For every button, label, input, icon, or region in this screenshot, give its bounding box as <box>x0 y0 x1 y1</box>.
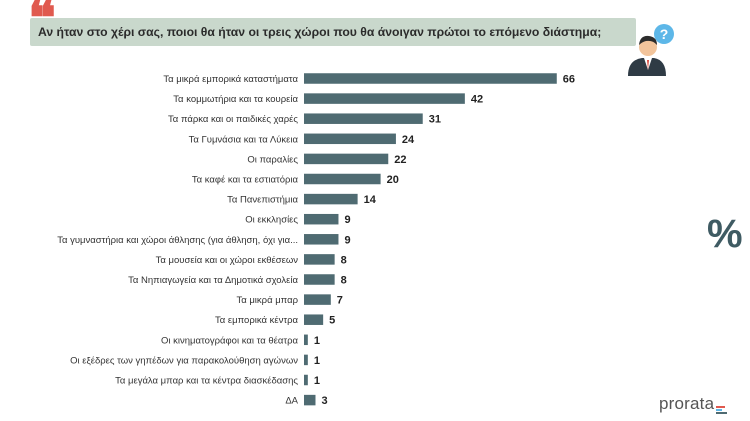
logo-text: prorata <box>659 394 715 413</box>
bar <box>304 193 358 205</box>
category-label: Τα μουσεία και οι χώροι εκθέσεων <box>156 255 299 266</box>
data-label: 5 <box>329 315 335 327</box>
bar <box>304 173 381 185</box>
category-label: Τα μικρά εμπορικά καταστήματα <box>163 74 298 85</box>
person-question-icon: ? <box>628 24 674 76</box>
logo-mark-icon <box>716 400 728 414</box>
data-label: 14 <box>364 194 377 206</box>
bar <box>304 334 308 346</box>
bar <box>304 374 308 386</box>
bar <box>304 113 423 124</box>
bar <box>304 93 465 104</box>
data-label: 22 <box>394 154 406 166</box>
category-label: Τα Πανεπιστήμια <box>227 195 298 206</box>
prorata-logo: prorata <box>659 394 728 414</box>
question-banner: Αν ήταν στο χέρι σας, ποιοι θα ήταν οι τ… <box>30 18 636 46</box>
data-label: 24 <box>402 134 415 146</box>
bar <box>304 234 339 245</box>
bar <box>304 394 316 406</box>
bar <box>304 213 339 225</box>
data-label: 31 <box>429 114 441 126</box>
data-label: 9 <box>344 214 350 226</box>
svg-text:?: ? <box>660 26 669 42</box>
category-label: Οι κινηματογράφοι και τα θέατρα <box>161 335 299 346</box>
category-label: Τα εμπορικά κέντρα <box>215 315 298 326</box>
category-label: Τα μεγάλα μπαρ και τα κέντρα διασκέδασης <box>115 376 298 387</box>
bar <box>304 153 389 165</box>
category-label: Οι παραλίες <box>247 154 298 165</box>
data-label: 8 <box>341 254 347 266</box>
data-label: 66 <box>563 74 575 86</box>
data-label: 1 <box>314 355 320 367</box>
data-label: 9 <box>344 234 350 246</box>
data-label: 20 <box>387 174 399 186</box>
category-label: Τα γυμναστήρια και χώροι άθλησης (για άθ… <box>57 235 298 246</box>
category-label: Τα Γυμνάσια και τα Λύκεια <box>189 134 299 145</box>
category-label: Οι εκκλησίες <box>245 215 298 226</box>
data-label: 1 <box>314 335 320 347</box>
data-label: 8 <box>341 275 347 287</box>
bar <box>304 73 557 84</box>
category-label: ΔΑ <box>285 396 298 407</box>
category-label: Τα μικρά μπαρ <box>236 295 298 306</box>
category-label: Τα καφέ και τα εστιατόρια <box>192 175 299 186</box>
data-label: 42 <box>471 94 483 106</box>
data-label: 3 <box>321 395 327 407</box>
question-text: Αν ήταν στο χέρι σας, ποιοι θα ήταν οι τ… <box>38 25 602 39</box>
bar <box>304 354 308 366</box>
percent-unit-symbol: % <box>707 212 743 256</box>
data-label: 7 <box>337 295 343 307</box>
bar <box>304 294 331 305</box>
bar <box>304 314 324 325</box>
category-label: Οι εξέδρες των γηπέδων για παρακολούθηση… <box>70 355 298 366</box>
bar <box>304 274 335 285</box>
category-label: Τα κομμωτήρια και τα κουρεία <box>173 94 298 105</box>
data-label: 1 <box>314 375 320 387</box>
bar <box>304 254 335 265</box>
category-label: Τα Νηπιαγωγεία και τα Δημοτικά σχολεία <box>128 275 298 286</box>
category-label: Τα πάρκα και οι παιδικές χαρές <box>168 114 298 125</box>
bar <box>304 133 396 145</box>
